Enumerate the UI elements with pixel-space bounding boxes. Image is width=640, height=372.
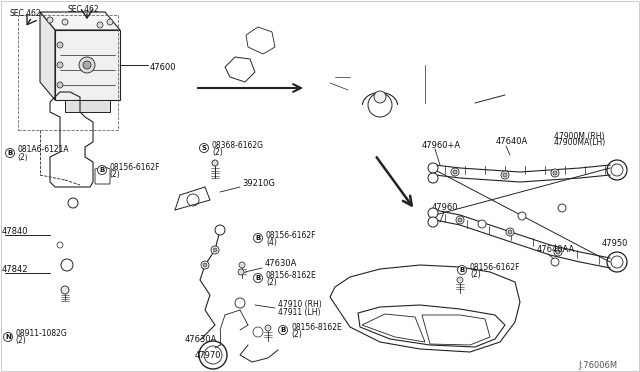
Circle shape <box>61 286 69 294</box>
Text: (2): (2) <box>212 148 223 157</box>
Circle shape <box>47 17 53 23</box>
Text: SEC.462: SEC.462 <box>68 4 100 13</box>
Circle shape <box>3 333 13 341</box>
Text: 39210G: 39210G <box>242 179 275 187</box>
Circle shape <box>62 19 68 25</box>
Text: 47640AA: 47640AA <box>537 246 575 254</box>
Text: (4): (4) <box>266 237 277 247</box>
Circle shape <box>428 217 438 227</box>
Circle shape <box>213 248 217 252</box>
Circle shape <box>558 204 566 212</box>
Circle shape <box>428 208 438 218</box>
Text: 08156-6162F: 08156-6162F <box>470 263 520 272</box>
Circle shape <box>428 163 438 173</box>
Text: 081A6-6121A: 081A6-6121A <box>17 145 68 154</box>
Text: B: B <box>8 150 13 156</box>
Text: B: B <box>280 327 285 333</box>
Text: S: S <box>202 145 207 151</box>
Text: 47950: 47950 <box>602 238 628 247</box>
Text: (2): (2) <box>470 269 481 279</box>
Circle shape <box>6 148 15 157</box>
Circle shape <box>506 228 514 236</box>
Circle shape <box>451 168 459 176</box>
Circle shape <box>239 262 245 268</box>
Circle shape <box>97 166 106 174</box>
Text: SEC.462: SEC.462 <box>10 10 42 19</box>
Text: 47970: 47970 <box>195 352 221 360</box>
Text: (2): (2) <box>109 170 120 179</box>
Circle shape <box>551 169 559 177</box>
Circle shape <box>201 261 209 269</box>
Text: 08156-6162F: 08156-6162F <box>266 231 317 240</box>
Circle shape <box>57 62 63 68</box>
Text: 47900MA(LH): 47900MA(LH) <box>554 138 606 148</box>
Circle shape <box>556 250 560 254</box>
Circle shape <box>456 216 464 224</box>
Text: (2): (2) <box>15 337 26 346</box>
Circle shape <box>215 225 225 235</box>
Text: 08911-1082G: 08911-1082G <box>15 330 67 339</box>
Circle shape <box>554 248 562 256</box>
Text: 47840: 47840 <box>2 228 29 237</box>
Text: 47630A: 47630A <box>185 336 218 344</box>
Circle shape <box>265 325 271 331</box>
Text: (2): (2) <box>291 330 301 339</box>
Circle shape <box>253 234 262 243</box>
Circle shape <box>107 19 113 25</box>
Text: 47911 (LH): 47911 (LH) <box>278 308 321 317</box>
Text: (2): (2) <box>266 278 276 286</box>
Text: 08156-6162F: 08156-6162F <box>109 163 159 171</box>
Text: 47960+A: 47960+A <box>422 141 461 150</box>
Text: 08156-8162E: 08156-8162E <box>291 323 342 331</box>
Text: B: B <box>99 167 104 173</box>
Circle shape <box>518 212 526 220</box>
Text: B: B <box>255 235 260 241</box>
Circle shape <box>551 258 559 266</box>
Text: 08368-6162G: 08368-6162G <box>212 141 264 150</box>
Circle shape <box>503 173 507 177</box>
Polygon shape <box>40 12 55 100</box>
Text: B: B <box>460 267 465 273</box>
Circle shape <box>211 246 219 254</box>
Text: 47960: 47960 <box>432 203 458 212</box>
Circle shape <box>478 220 486 228</box>
Text: J:76006M: J:76006M <box>578 360 617 369</box>
Text: 47640A: 47640A <box>496 138 528 147</box>
Circle shape <box>83 61 91 69</box>
Text: 47900M (RH): 47900M (RH) <box>554 131 605 141</box>
Text: ⟨2⟩: ⟨2⟩ <box>17 153 28 161</box>
Polygon shape <box>40 12 120 30</box>
Circle shape <box>212 160 218 166</box>
Text: 47910 (RH): 47910 (RH) <box>278 301 322 310</box>
Circle shape <box>278 326 287 334</box>
Circle shape <box>238 269 244 275</box>
Circle shape <box>458 218 462 222</box>
Circle shape <box>57 42 63 48</box>
Circle shape <box>428 173 438 183</box>
Text: 47842: 47842 <box>2 266 29 275</box>
Circle shape <box>453 170 457 174</box>
Circle shape <box>203 263 207 267</box>
Text: B: B <box>255 275 260 281</box>
Circle shape <box>457 277 463 283</box>
Circle shape <box>508 230 512 234</box>
Bar <box>55 30 120 100</box>
Text: 08156-8162E: 08156-8162E <box>266 270 317 279</box>
Circle shape <box>553 171 557 175</box>
Text: N: N <box>5 334 11 340</box>
Circle shape <box>57 82 63 88</box>
Text: 47630A: 47630A <box>265 260 298 269</box>
Bar <box>18 15 118 130</box>
Circle shape <box>374 91 386 103</box>
Circle shape <box>501 171 509 179</box>
Circle shape <box>97 22 103 28</box>
Bar <box>65 100 110 112</box>
Circle shape <box>200 144 209 153</box>
Circle shape <box>253 273 262 282</box>
Circle shape <box>458 266 467 275</box>
Text: 47600: 47600 <box>150 64 177 73</box>
Circle shape <box>79 57 95 73</box>
